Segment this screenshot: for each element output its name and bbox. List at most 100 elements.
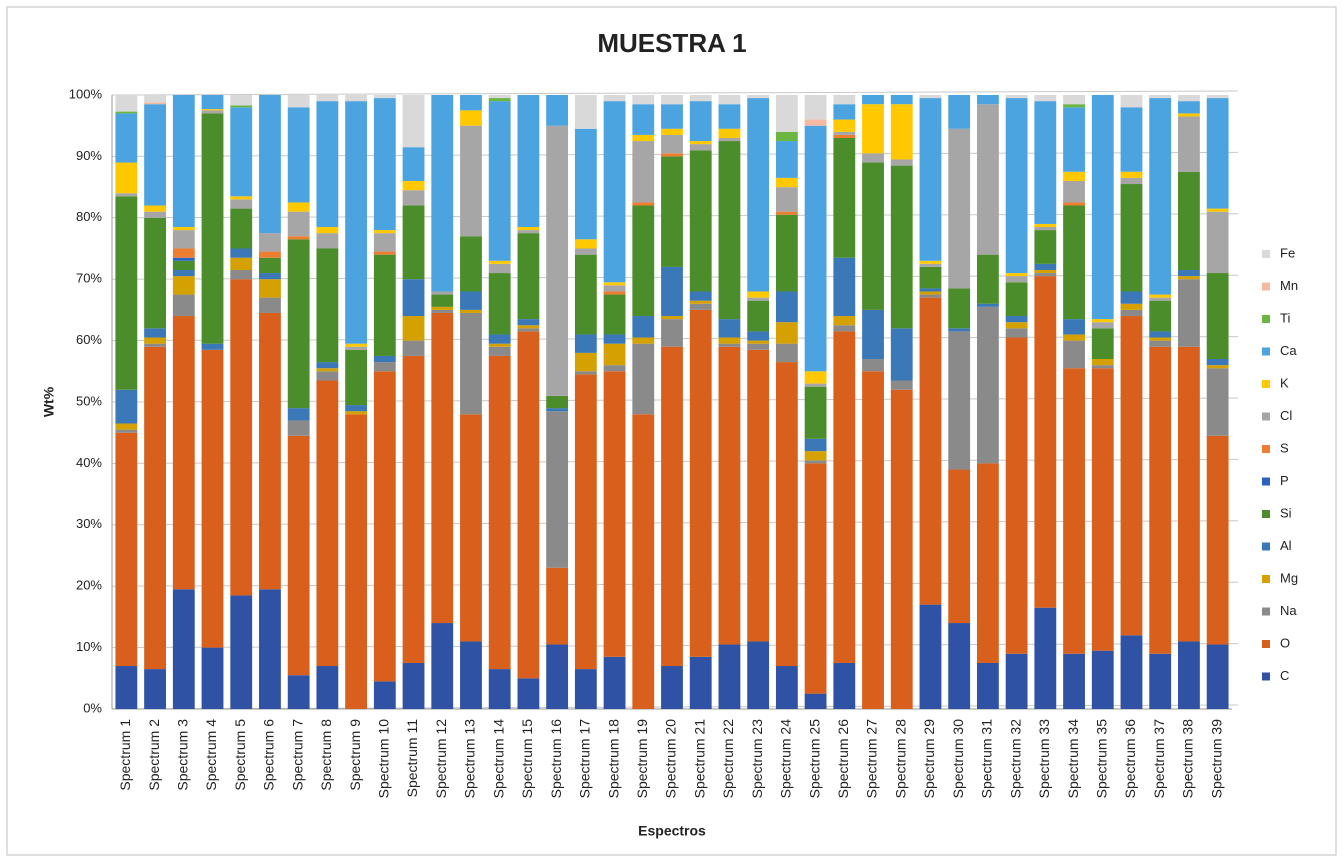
bar-segment <box>689 150 712 292</box>
bar-segment <box>804 125 827 372</box>
bar-segment <box>172 589 195 709</box>
bar-segment <box>718 128 741 138</box>
bar-segment <box>833 134 856 138</box>
bar-segment <box>172 316 195 590</box>
bar-segment <box>747 343 770 350</box>
x-tick-label: Spectrum 31 <box>979 719 995 799</box>
bar-segment <box>201 647 224 709</box>
bar-segment <box>603 365 626 372</box>
bar-segment <box>1206 368 1229 436</box>
bar-segment <box>718 337 741 344</box>
bar-segment <box>1178 116 1200 172</box>
bar-segment <box>632 414 655 709</box>
x-tick-label: Spectrum 28 <box>892 719 908 799</box>
bar-segment <box>1063 368 1085 654</box>
bar-segment <box>890 165 913 329</box>
bar-segment <box>1178 346 1200 642</box>
bar-segment <box>775 131 798 142</box>
bar-segment <box>144 328 166 338</box>
bar-segment <box>718 95 741 105</box>
bar-segment <box>546 411 569 568</box>
bar-segment <box>402 147 425 181</box>
bar-segment <box>689 141 712 145</box>
bar-segment <box>661 266 683 317</box>
bar-segment <box>1149 331 1172 338</box>
bar-segment <box>259 312 281 590</box>
bar-segment <box>948 331 971 470</box>
bar-segment <box>488 95 511 99</box>
bar-segment <box>259 297 281 313</box>
x-tick-label: Spectrum 17 <box>577 719 593 799</box>
bar-segment <box>1034 95 1057 102</box>
bar-segment <box>862 162 884 310</box>
bar-segment <box>230 248 253 258</box>
bar-segment <box>517 319 540 326</box>
bar-segment <box>1206 211 1229 274</box>
legend-swatch <box>1262 672 1270 681</box>
bar-segment <box>632 316 655 338</box>
x-tick-label: Spectrum 21 <box>691 719 707 799</box>
legend-swatch <box>1262 445 1270 453</box>
legend-swatch <box>1262 542 1270 551</box>
bar-segment <box>632 104 655 135</box>
y-tick-label: 80% <box>76 209 102 224</box>
bar-segment <box>460 125 482 237</box>
bar-segment <box>1091 368 1114 651</box>
bar-segment <box>1005 328 1028 338</box>
bar-segment <box>1063 205 1085 320</box>
bar-segment <box>546 95 569 126</box>
bar-segment <box>517 233 540 320</box>
bar-segment <box>833 137 856 258</box>
bar-segment <box>1206 359 1229 366</box>
bar-segment <box>804 463 827 694</box>
bar-segment <box>661 128 683 135</box>
bar-segment <box>775 177 798 188</box>
bar-segment <box>976 662 999 709</box>
bar-segment <box>259 279 281 298</box>
bar-segment <box>402 316 425 341</box>
bar-segment <box>1063 202 1085 206</box>
bar-segment <box>574 239 597 249</box>
chart-title: MUESTRA 1 <box>597 28 746 58</box>
legend-swatch <box>1262 575 1270 583</box>
bar-segment <box>488 669 511 709</box>
bar-segment <box>402 205 425 280</box>
bar-segment <box>603 371 626 657</box>
bar-segment <box>603 285 626 292</box>
bar-segment <box>661 346 683 667</box>
bar-segment <box>115 423 138 430</box>
bar-segment <box>1063 107 1085 172</box>
y-tick-label: 90% <box>76 148 102 163</box>
legend-label: C <box>1280 668 1289 683</box>
bar-segment <box>1120 107 1143 172</box>
bar-segment <box>919 604 942 709</box>
bar-segment <box>287 95 310 108</box>
bar-segment <box>460 291 482 310</box>
bar-segment <box>919 260 942 264</box>
x-axis-label: Espectros <box>638 823 706 839</box>
bar-segment <box>1120 177 1143 185</box>
bar-segment <box>1149 294 1172 298</box>
bar-segment <box>775 343 798 363</box>
bar-segment <box>460 309 482 313</box>
bar-segment <box>833 131 856 135</box>
bar-segment <box>919 297 942 605</box>
bar-segment <box>1149 653 1172 709</box>
bar-segment <box>373 230 396 234</box>
bar-segment <box>948 469 971 624</box>
bar-segment <box>1005 316 1028 323</box>
bar-segment <box>862 104 884 154</box>
bar-segment <box>1034 227 1057 231</box>
bar-segment <box>316 371 339 381</box>
bar-segment <box>460 236 482 292</box>
bar-segment <box>1206 644 1229 709</box>
grid-line <box>111 90 1239 96</box>
bar-segment <box>919 291 942 295</box>
bar-segment <box>402 95 425 148</box>
bar-segment <box>632 202 655 206</box>
bar-segment <box>316 248 339 363</box>
bar-segment <box>1120 635 1143 709</box>
bar-segment <box>1120 316 1143 636</box>
bar-segment <box>172 248 195 258</box>
bar-segment <box>1206 95 1229 99</box>
